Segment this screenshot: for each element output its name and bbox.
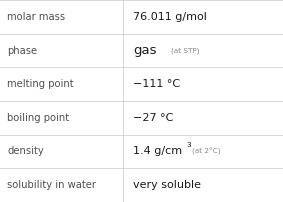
Text: 1.4 g/cm: 1.4 g/cm xyxy=(133,146,182,157)
Text: phase: phase xyxy=(7,45,37,56)
Text: density: density xyxy=(7,146,44,157)
Text: (at 2°C): (at 2°C) xyxy=(192,148,221,155)
Text: −111 °C: −111 °C xyxy=(133,79,180,89)
Text: boiling point: boiling point xyxy=(7,113,69,123)
Text: (at STP): (at STP) xyxy=(171,47,200,54)
Text: molar mass: molar mass xyxy=(7,12,65,22)
Text: melting point: melting point xyxy=(7,79,74,89)
Text: solubility in water: solubility in water xyxy=(7,180,96,190)
Text: very soluble: very soluble xyxy=(133,180,201,190)
Text: 3: 3 xyxy=(186,142,191,148)
Text: −27 °C: −27 °C xyxy=(133,113,173,123)
Text: 76.011 g/mol: 76.011 g/mol xyxy=(133,12,207,22)
Text: gas: gas xyxy=(133,44,156,57)
